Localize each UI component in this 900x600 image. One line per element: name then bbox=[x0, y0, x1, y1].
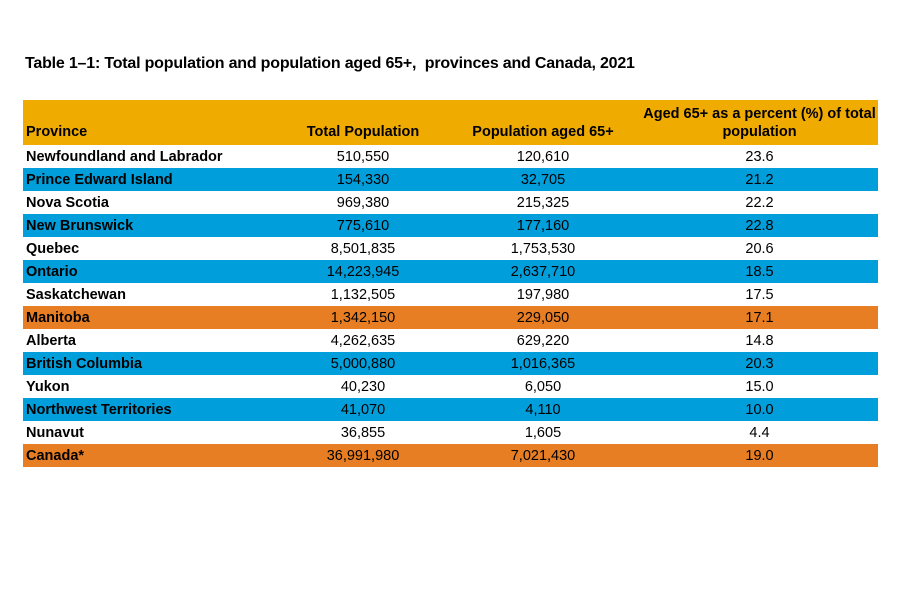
column-header-population-aged-65-plus: Population aged 65+ bbox=[445, 100, 641, 145]
percent-65-plus-cell: 20.3 bbox=[641, 352, 878, 375]
table-row: Ontario 14,223,945 2,637,710 18.5 bbox=[23, 260, 878, 283]
percent-65-plus-cell: 4.4 bbox=[641, 421, 878, 444]
percent-65-plus-cell: 14.8 bbox=[641, 329, 878, 352]
province-cell: Yukon bbox=[23, 375, 281, 398]
table-row: British Columbia 5,000,880 1,016,365 20.3 bbox=[23, 352, 878, 375]
percent-65-plus-cell: 15.0 bbox=[641, 375, 878, 398]
population-aged-65-plus-cell: 120,610 bbox=[445, 145, 641, 168]
province-cell: Nova Scotia bbox=[23, 191, 281, 214]
table-row: Yukon 40,230 6,050 15.0 bbox=[23, 375, 878, 398]
percent-65-plus-cell: 22.2 bbox=[641, 191, 878, 214]
province-cell: Quebec bbox=[23, 237, 281, 260]
population-aged-65-plus-cell: 7,021,430 bbox=[445, 444, 641, 467]
population-aged-65-plus-cell: 197,980 bbox=[445, 283, 641, 306]
population-aged-65-plus-cell: 177,160 bbox=[445, 214, 641, 237]
total-population-cell: 8,501,835 bbox=[281, 237, 445, 260]
total-population-cell: 1,342,150 bbox=[281, 306, 445, 329]
percent-65-plus-cell: 18.5 bbox=[641, 260, 878, 283]
percent-65-plus-cell: 10.0 bbox=[641, 398, 878, 421]
table-row: Quebec 8,501,835 1,753,530 20.6 bbox=[23, 237, 878, 260]
table-row: Newfoundland and Labrador 510,550 120,610 2… bbox=[23, 145, 878, 168]
total-population-cell: 40,230 bbox=[281, 375, 445, 398]
total-population-cell: 36,991,980 bbox=[281, 444, 445, 467]
province-cell: Canada* bbox=[23, 444, 281, 467]
column-header-total-population: Total Population bbox=[281, 100, 445, 145]
total-population-cell: 775,610 bbox=[281, 214, 445, 237]
population-aged-65-plus-cell: 32,705 bbox=[445, 168, 641, 191]
table-row: Nova Scotia 969,380 215,325 22.2 bbox=[23, 191, 878, 214]
table-row: Prince Edward Island 154,330 32,705 21.2 bbox=[23, 168, 878, 191]
percent-65-plus-cell: 22.8 bbox=[641, 214, 878, 237]
total-population-cell: 1,132,505 bbox=[281, 283, 445, 306]
population-aged-65-plus-cell: 629,220 bbox=[445, 329, 641, 352]
table-row: Nunavut 36,855 1,605 4.4 bbox=[23, 421, 878, 444]
population-aged-65-plus-cell: 1,753,530 bbox=[445, 237, 641, 260]
header-row: Province Total Population Population age… bbox=[23, 100, 878, 145]
total-population-cell: 969,380 bbox=[281, 191, 445, 214]
province-cell: Northwest Territories bbox=[23, 398, 281, 421]
table-row: New Brunswick 775,610 177,160 22.8 bbox=[23, 214, 878, 237]
total-population-cell: 5,000,880 bbox=[281, 352, 445, 375]
province-cell: Alberta bbox=[23, 329, 281, 352]
population-aged-65-plus-cell: 1,605 bbox=[445, 421, 641, 444]
total-population-cell: 41,070 bbox=[281, 398, 445, 421]
population-table: Province Total Population Population age… bbox=[23, 100, 878, 467]
total-population-cell: 14,223,945 bbox=[281, 260, 445, 283]
percent-65-plus-cell: 21.2 bbox=[641, 168, 878, 191]
population-table-container: Province Total Population Population age… bbox=[23, 100, 878, 467]
province-cell: British Columbia bbox=[23, 352, 281, 375]
province-cell: Nunavut bbox=[23, 421, 281, 444]
province-cell: Prince Edward Island bbox=[23, 168, 281, 191]
province-cell: Ontario bbox=[23, 260, 281, 283]
total-population-cell: 36,855 bbox=[281, 421, 445, 444]
table-row: Saskatchewan 1,132,505 197,980 17.5 bbox=[23, 283, 878, 306]
total-population-cell: 4,262,635 bbox=[281, 329, 445, 352]
percent-65-plus-cell: 19.0 bbox=[641, 444, 878, 467]
table-row: Canada* 36,991,980 7,021,430 19.0 bbox=[23, 444, 878, 467]
province-cell: Manitoba bbox=[23, 306, 281, 329]
table-title: Table 1–1: Total population and populati… bbox=[25, 55, 635, 72]
table-row: Manitoba 1,342,150 229,050 17.1 bbox=[23, 306, 878, 329]
percent-65-plus-cell: 17.5 bbox=[641, 283, 878, 306]
province-cell: New Brunswick bbox=[23, 214, 281, 237]
column-header-percent-65-plus: Aged 65+ as a percent (%) of total popul… bbox=[641, 100, 878, 145]
population-aged-65-plus-cell: 2,637,710 bbox=[445, 260, 641, 283]
percent-65-plus-cell: 23.6 bbox=[641, 145, 878, 168]
province-cell: Saskatchewan bbox=[23, 283, 281, 306]
percent-65-plus-cell: 20.6 bbox=[641, 237, 878, 260]
population-aged-65-plus-cell: 4,110 bbox=[445, 398, 641, 421]
column-header-province: Province bbox=[23, 100, 281, 145]
table-body: Newfoundland and Labrador 510,550 120,610 2… bbox=[23, 145, 878, 467]
total-population-cell: 510,550 bbox=[281, 145, 445, 168]
population-aged-65-plus-cell: 229,050 bbox=[445, 306, 641, 329]
total-population-cell: 154,330 bbox=[281, 168, 445, 191]
population-aged-65-plus-cell: 215,325 bbox=[445, 191, 641, 214]
table-row: Northwest Territories 41,070 4,110 10.0 bbox=[23, 398, 878, 421]
percent-65-plus-cell: 17.1 bbox=[641, 306, 878, 329]
table-row: Alberta 4,262,635 629,220 14.8 bbox=[23, 329, 878, 352]
population-aged-65-plus-cell: 6,050 bbox=[445, 375, 641, 398]
province-cell: Newfoundland and Labrador bbox=[23, 145, 281, 168]
population-aged-65-plus-cell: 1,016,365 bbox=[445, 352, 641, 375]
